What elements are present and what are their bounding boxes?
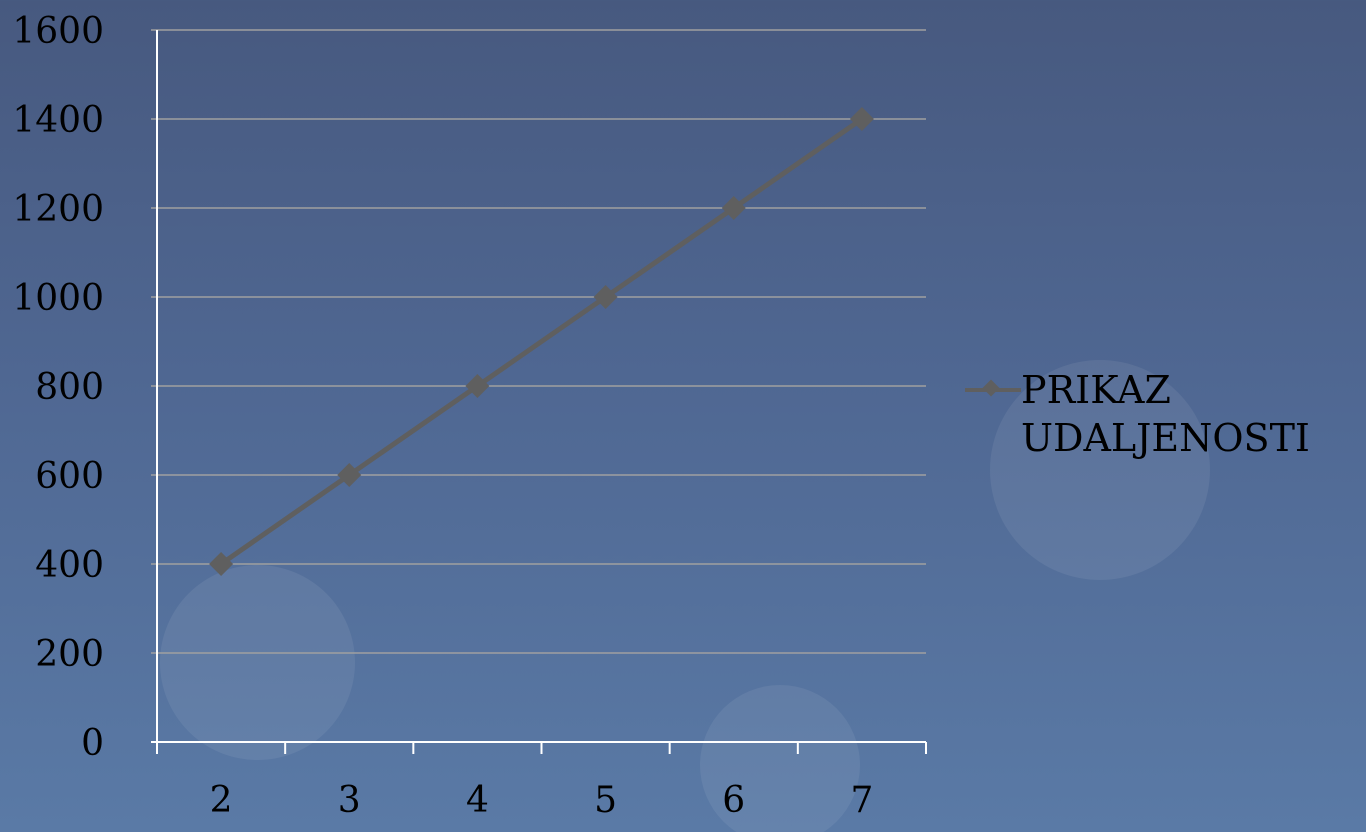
y-tick-label: 400 bbox=[35, 545, 104, 586]
x-tick-label: 6 bbox=[722, 780, 745, 821]
background-bubble-right bbox=[990, 360, 1210, 580]
legend-marker bbox=[965, 366, 1021, 410]
axes bbox=[151, 30, 927, 754]
x-tick-label: 3 bbox=[338, 780, 361, 821]
data-point-marker bbox=[337, 463, 362, 487]
x-tick-label: 5 bbox=[594, 780, 617, 821]
x-tick-label: 7 bbox=[850, 780, 873, 821]
gridlines bbox=[151, 29, 926, 654]
y-tick-label: 0 bbox=[81, 723, 104, 764]
legend-label: PRIKAZ UDALJENOSTI bbox=[1021, 368, 1310, 460]
data-point-marker bbox=[593, 285, 618, 309]
y-tick-label: 200 bbox=[35, 634, 104, 675]
x-tick-label: 4 bbox=[466, 780, 489, 821]
y-axis-ticks: 0 200 400 600 800 1000 1200 1400 1600 bbox=[12, 11, 104, 764]
x-axis-ticks: 2 3 4 5 6 7 bbox=[210, 780, 874, 821]
background-bubble-left bbox=[160, 565, 355, 760]
background-bubble-bottom bbox=[700, 685, 860, 832]
series-layer bbox=[209, 107, 874, 576]
series-line bbox=[219, 116, 864, 567]
data-point-marker bbox=[721, 196, 746, 220]
data-point-marker bbox=[849, 107, 874, 131]
y-tick-label: 1000 bbox=[12, 278, 104, 319]
y-tick-label: 800 bbox=[35, 367, 104, 408]
y-tick-label: 1400 bbox=[12, 100, 104, 141]
legend: PRIKAZ UDALJENOSTI bbox=[965, 366, 1366, 462]
legend-diamond-icon bbox=[982, 379, 1000, 397]
y-tick-label: 600 bbox=[35, 456, 104, 497]
y-tick-label: 1200 bbox=[12, 189, 104, 230]
y-tick-label: 1600 bbox=[12, 11, 104, 52]
data-point-marker bbox=[209, 552, 234, 576]
x-tick-label: 2 bbox=[210, 780, 233, 821]
data-point-marker bbox=[465, 374, 490, 398]
